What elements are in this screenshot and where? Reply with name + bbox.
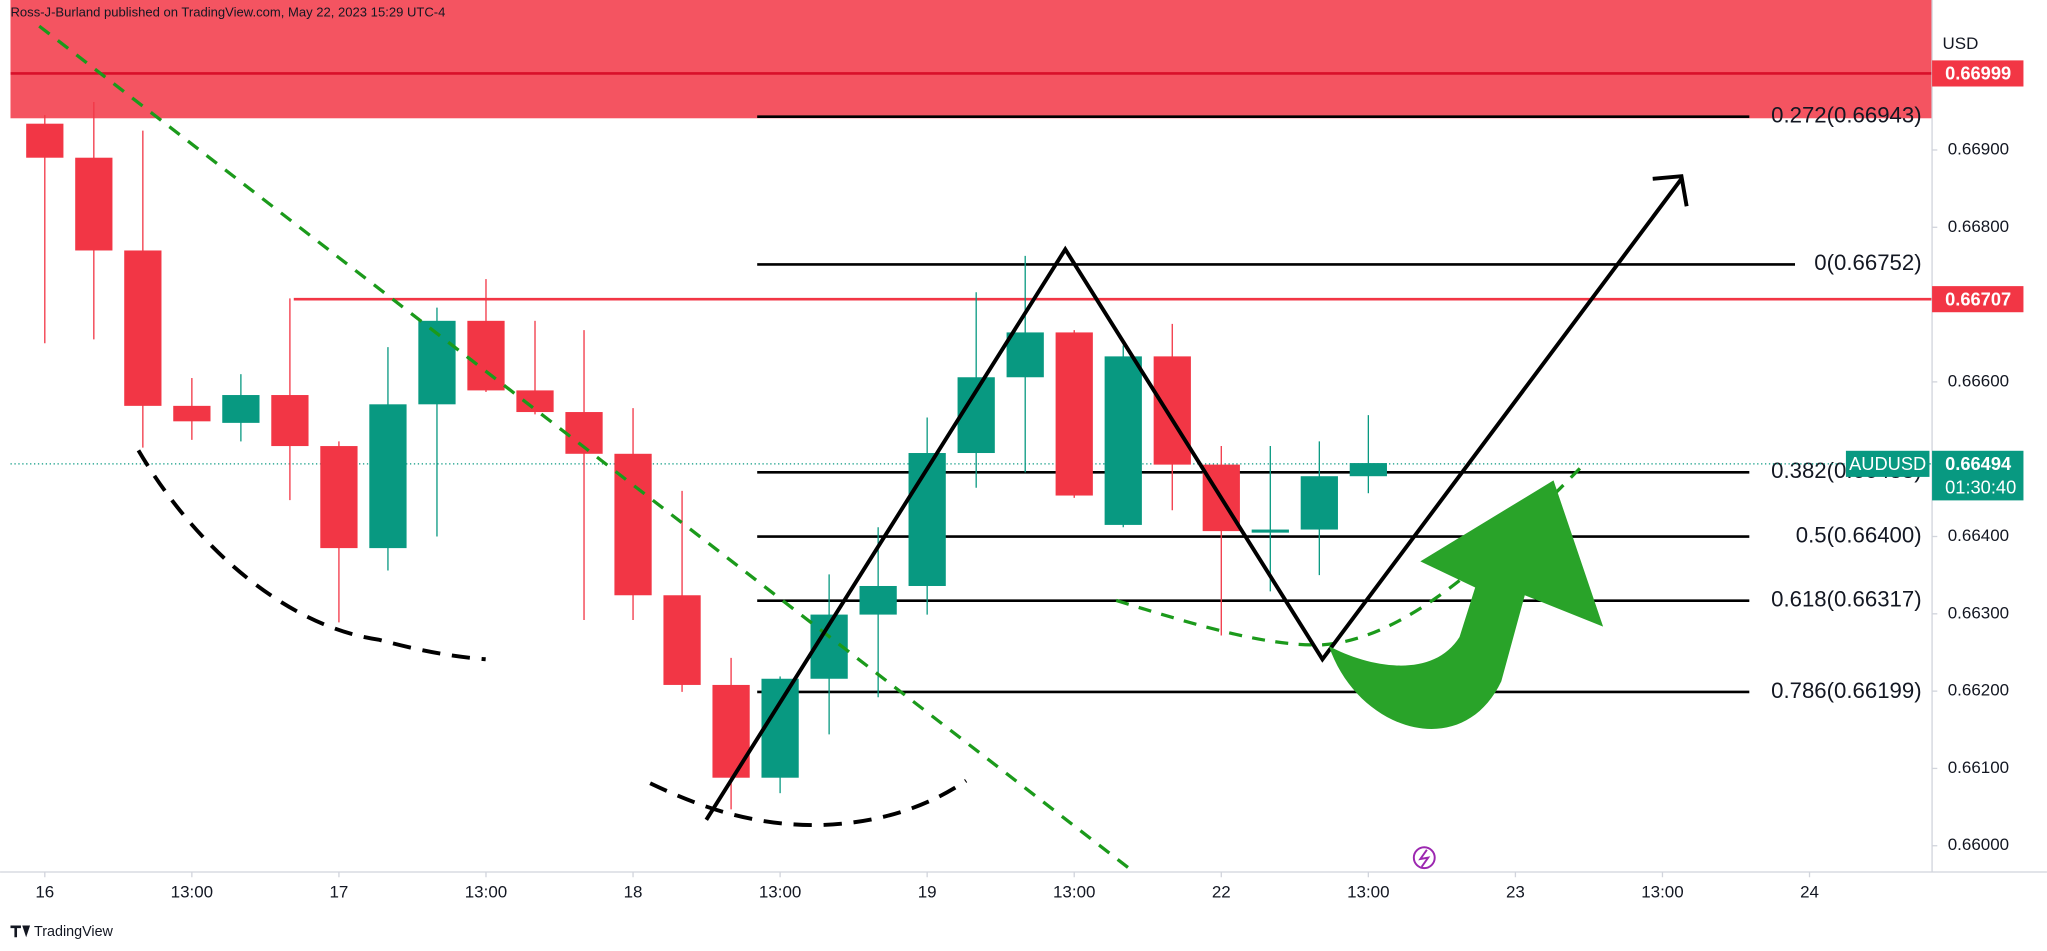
candle-body bbox=[320, 446, 358, 549]
x-tick-label: 23 bbox=[1506, 882, 1525, 901]
candle-body bbox=[75, 157, 113, 251]
candle-body bbox=[516, 390, 554, 413]
x-tick-label: 19 bbox=[918, 882, 937, 901]
y-tick-label: 0.66200 bbox=[1948, 681, 2009, 700]
candle-body bbox=[467, 320, 505, 391]
candle-body bbox=[663, 595, 701, 685]
x-tick-label: 13:00 bbox=[1053, 882, 1095, 901]
price-box bbox=[1932, 60, 2024, 87]
candle-body bbox=[369, 404, 407, 549]
symbol-label: AUDUSD bbox=[1849, 453, 1926, 474]
x-tick-label: 13:00 bbox=[759, 882, 801, 901]
dashed-curve bbox=[136, 449, 486, 662]
candle-body bbox=[124, 250, 162, 406]
event-icon bbox=[1412, 846, 1436, 870]
candle-body bbox=[761, 678, 799, 778]
candle-body bbox=[908, 453, 946, 586]
fib-label: 0.618(0.66317) bbox=[1771, 587, 1922, 612]
countdown: 01:30:40 bbox=[1945, 476, 2016, 497]
fib-label: 0(0.66752) bbox=[1814, 250, 1921, 275]
x-tick-label: 24 bbox=[1800, 882, 1819, 901]
candle-body bbox=[1104, 356, 1142, 525]
price-box-label: 0.66999 bbox=[1945, 63, 2011, 84]
price-box bbox=[1932, 286, 2024, 313]
candle-body bbox=[1055, 332, 1093, 496]
byline: Ross-J-Burland published on TradingView.… bbox=[10, 5, 445, 20]
x-tick-label: 18 bbox=[624, 882, 643, 901]
price-box-label: 0.66494 bbox=[1945, 453, 2012, 474]
candle-body bbox=[712, 684, 750, 778]
x-tick-label: 22 bbox=[1212, 882, 1231, 901]
y-tick-label: 0.66900 bbox=[1948, 139, 2009, 158]
candle-body bbox=[222, 395, 260, 423]
zigzag bbox=[704, 177, 1684, 821]
trend-line bbox=[38, 24, 1132, 871]
candle-body bbox=[271, 395, 309, 447]
fib-label: 0.786(0.66199) bbox=[1771, 678, 1922, 703]
y-tick-label: 0.66100 bbox=[1948, 758, 2009, 777]
axes: USD 0.66000 0.66100 0.66200 0.66300 0.66400 0.… bbox=[0, 0, 2047, 901]
candle-body bbox=[173, 405, 211, 422]
price-box-label: 0.66707 bbox=[1945, 288, 2011, 309]
y-tick-label: 0.66000 bbox=[1948, 835, 2009, 854]
x-tick-label: 16 bbox=[35, 882, 54, 901]
candle-body bbox=[1153, 356, 1191, 465]
event-icon bbox=[1418, 849, 1431, 868]
y-tick-label: 0.66300 bbox=[1948, 603, 2009, 622]
fib-label: 0.272(0.66943) bbox=[1771, 103, 1922, 128]
x-tick-label: 13:00 bbox=[171, 882, 213, 901]
x-tick-label: 13:00 bbox=[1347, 882, 1389, 901]
candle-body bbox=[1349, 463, 1387, 477]
resistance-zone bbox=[10, 0, 1933, 119]
x-tick-label: 13:00 bbox=[465, 882, 507, 901]
candle-body bbox=[1006, 332, 1044, 378]
candle-body bbox=[1300, 476, 1338, 530]
price-box bbox=[1932, 450, 2024, 501]
brand: TradingView bbox=[34, 924, 114, 940]
fib-label: 0.5(0.66400) bbox=[1796, 522, 1922, 547]
y-tick-label: 0.66800 bbox=[1948, 217, 2009, 236]
candle-body bbox=[859, 585, 897, 615]
arrow-head bbox=[1652, 174, 1689, 207]
candle-body bbox=[26, 123, 64, 158]
brand-logo bbox=[10, 925, 31, 938]
candle-body bbox=[1251, 529, 1289, 533]
drawings bbox=[38, 24, 1689, 871]
green-arrow bbox=[1328, 480, 1604, 729]
symbol-box bbox=[1845, 450, 1930, 477]
plot-area: 0.272(0.66943)0(0.66752)0.382(0.66483)0.… bbox=[10, 0, 1933, 810]
currency-label: USD bbox=[1943, 34, 1979, 53]
x-tick-label: 17 bbox=[329, 882, 348, 901]
y-tick-label: 0.66600 bbox=[1948, 371, 2009, 390]
x-tick-label: 13:00 bbox=[1641, 882, 1683, 901]
y-tick-label: 0.66400 bbox=[1948, 526, 2009, 545]
